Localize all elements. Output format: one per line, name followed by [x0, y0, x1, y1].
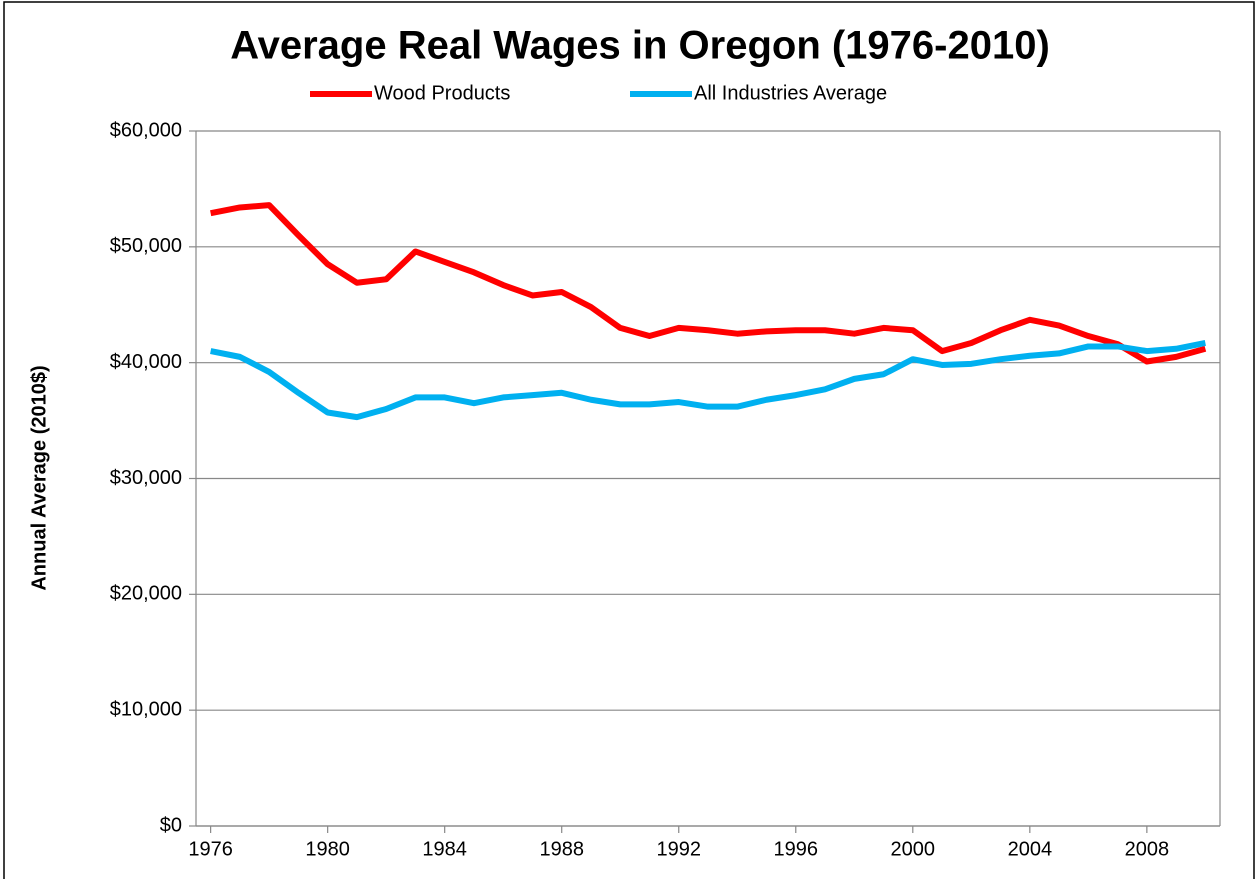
x-tick-label: 1988: [539, 838, 584, 860]
legend-label: Wood Products: [374, 82, 510, 104]
series-line: [210, 202, 1207, 365]
y-tick-label: $60,000: [110, 119, 182, 141]
x-tick-label: 2000: [891, 838, 936, 860]
chart-frame: [3, 1, 1255, 879]
y-tick-label: $30,000: [110, 467, 182, 489]
y-tick-label: $40,000: [110, 351, 182, 373]
y-tick-label: $50,000: [110, 235, 182, 257]
x-tick-label: 1992: [656, 838, 701, 860]
chart-title: Average Real Wages in Oregon (1976-2010): [230, 24, 1050, 68]
x-tick-label: 1980: [305, 838, 350, 860]
x-tick-label: 2004: [1008, 838, 1053, 860]
y-tick-label: $0: [160, 814, 182, 836]
y-axis-title: Annual Average (2010$): [28, 365, 50, 590]
x-tick-label: 2008: [1125, 838, 1170, 860]
x-tick-label: 1976: [188, 838, 233, 860]
legend-label: All Industries Average: [694, 82, 887, 104]
y-tick-label: $10,000: [110, 698, 182, 720]
x-tick-label: 1984: [422, 838, 467, 860]
x-tick-label: 1996: [774, 838, 819, 860]
y-tick-label: $20,000: [110, 583, 182, 605]
series-line: [210, 340, 1206, 421]
